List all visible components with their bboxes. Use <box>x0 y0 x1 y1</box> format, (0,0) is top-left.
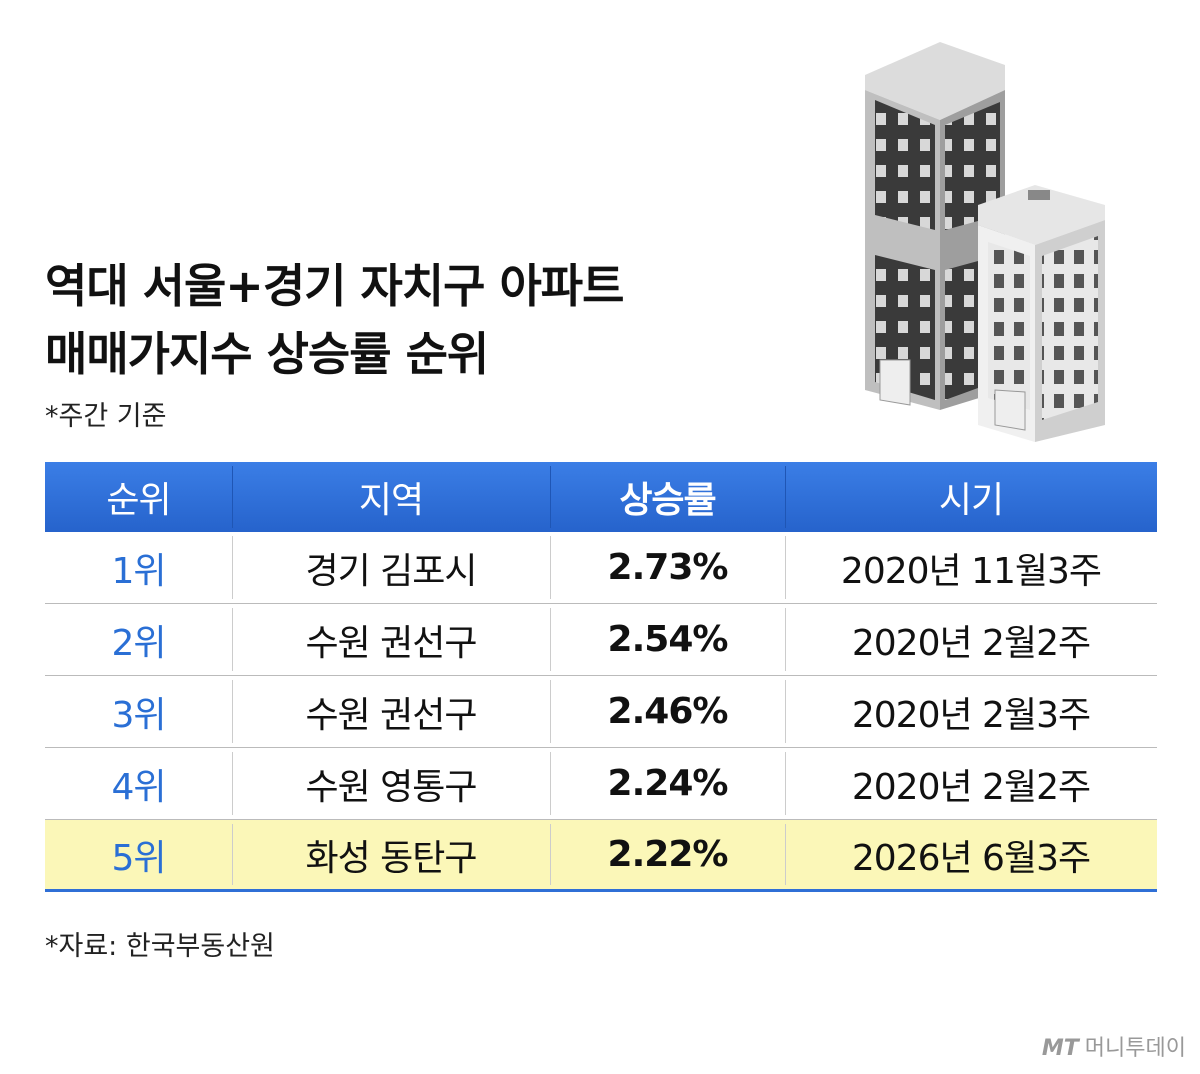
cell: 4위 <box>111 766 166 808</box>
table-row: 4위 수원 영통구 2.24% 2020년 2월2주 <box>45 748 1157 820</box>
title-line: 역대 서울+경기 자치구 아파트 <box>45 259 624 313</box>
header-cell: 시기 <box>938 480 1004 521</box>
column-divider <box>550 680 551 743</box>
column-divider <box>785 608 786 671</box>
table-row: 5위 화성 동탄구 2.22% 2026년 6월3주 <box>45 820 1157 892</box>
cell: 2.73% <box>607 547 729 588</box>
header-cell: 지역 <box>358 480 424 521</box>
column-divider <box>785 752 786 815</box>
header-cell: 순위 <box>106 480 171 521</box>
logo-mark: MT <box>1041 1036 1079 1061</box>
cell: 수원 권선구 <box>305 622 477 664</box>
column-divider <box>550 536 551 599</box>
table-row: 2위 수원 권선구 2.54% 2020년 2월2주 <box>45 604 1157 676</box>
cell: 2020년 2월2주 <box>851 622 1091 664</box>
header-row: 순위 지역 상승률 시기 <box>45 462 1157 532</box>
source: *자료: 한국부동산원 <box>45 931 275 962</box>
column-divider <box>232 608 233 671</box>
table-row: 1위 경기 김포시 2.73% 2020년 11월3주 <box>45 532 1157 604</box>
logo-name: 머니투데이 <box>1084 1036 1186 1061</box>
column-divider <box>785 536 786 599</box>
column-divider <box>550 608 551 671</box>
column-divider <box>785 824 786 885</box>
cell: 2026년 6월3주 <box>851 837 1091 879</box>
title-line: 매매가지수 상승률 순위 <box>45 327 489 381</box>
cell: 2.24% <box>607 763 729 804</box>
cell: 2020년 2월2주 <box>851 766 1091 808</box>
column-divider <box>232 536 233 599</box>
cell: 2020년 2월3주 <box>851 694 1091 736</box>
column-divider <box>232 680 233 743</box>
note: *주간 기준 <box>45 401 167 432</box>
cell: 2020년 11월3주 <box>840 550 1102 592</box>
cell: 1위 <box>111 550 166 592</box>
table-row: 3위 수원 권선구 2.46% 2020년 2월3주 <box>45 676 1157 748</box>
cell: 수원 권선구 <box>305 694 477 736</box>
cell: 수원 영통구 <box>305 766 477 808</box>
cell: 화성 동탄구 <box>305 837 477 879</box>
logo: MT 머니투데이 <box>1042 1030 1186 1062</box>
column-divider <box>232 752 233 815</box>
cell: 5위 <box>111 837 166 879</box>
cell: 2.22% <box>607 834 729 875</box>
column-divider <box>232 466 233 528</box>
column-divider <box>785 680 786 743</box>
cell: 경기 김포시 <box>305 550 477 592</box>
header-cell: 상승률 <box>619 480 716 521</box>
column-divider <box>550 752 551 815</box>
column-divider <box>785 466 786 528</box>
buildings-illustration <box>865 42 1105 442</box>
cell: 3위 <box>111 694 166 736</box>
cell: 2.54% <box>607 619 729 660</box>
column-divider <box>232 824 233 885</box>
cell: 2.46% <box>607 691 729 732</box>
column-divider <box>550 466 551 528</box>
cell: 2위 <box>111 622 166 664</box>
column-divider <box>550 824 551 885</box>
